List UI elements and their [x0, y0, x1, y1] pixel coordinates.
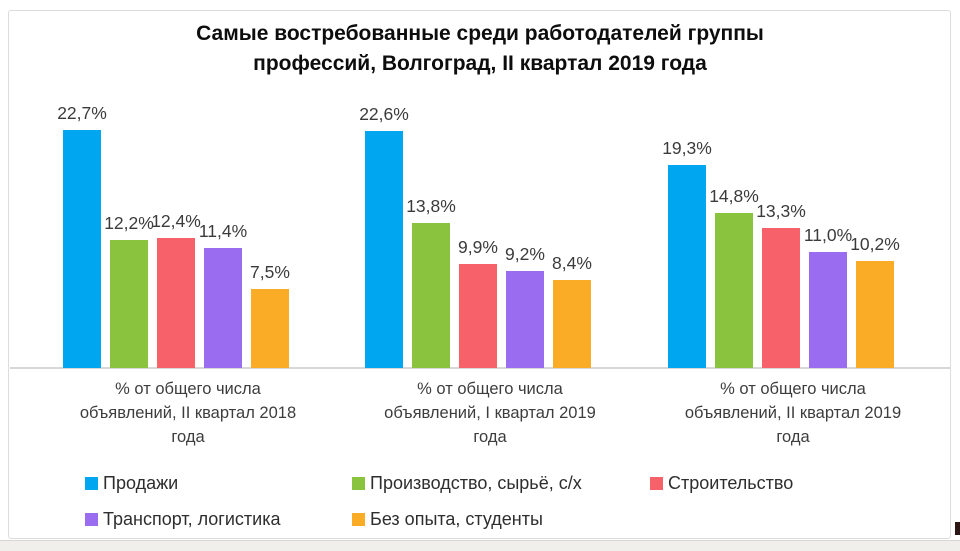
value-label-no-experience-students-group1: 7,5%	[250, 262, 290, 282]
value-label-no-experience-students-group2: 8,4%	[552, 253, 592, 273]
value-label-no-experience-students-group3: 10,2%	[850, 234, 900, 254]
bar-construction-group1	[157, 238, 195, 368]
bar-sales-group1	[63, 130, 101, 368]
bar-production-raw-agro-group2	[412, 223, 450, 368]
chart-title: Самые востребованные среди работодателей…	[196, 22, 764, 75]
value-label-construction-group3: 13,3%	[756, 201, 806, 221]
value-label-transport-logistics-group1: 11,4%	[198, 221, 248, 241]
value-label-production-raw-agro-group3: 14,8%	[709, 186, 759, 206]
value-label-sales-group2: 22,6%	[359, 104, 409, 124]
value-label-sales-group1: 22,7%	[57, 103, 107, 123]
bar-transport-logistics-group1	[204, 248, 242, 368]
legend-marker-no-experience-students	[352, 513, 365, 526]
category-label-group1: % от общего числа объявлений, II квартал…	[79, 380, 297, 446]
legend-marker-production-raw-agro	[352, 477, 365, 490]
value-label-construction-group1: 12,4%	[151, 211, 201, 231]
bar-no-experience-students-group1	[251, 289, 289, 368]
legend-label-production-raw-agro: Производство, сырьё, с/х	[370, 473, 582, 493]
value-label-production-raw-agro-group1: 12,2%	[104, 213, 154, 233]
value-label-sales-group3: 19,3%	[662, 138, 712, 158]
x-axis-line	[10, 367, 950, 369]
bar-no-experience-students-group2	[553, 280, 591, 368]
legend-label-construction: Строительство	[668, 473, 794, 493]
legend-label-sales: Продажи	[103, 473, 179, 493]
legend-label-no-experience-students: Без опыта, студенты	[370, 509, 543, 529]
value-label-production-raw-agro-group2: 13,8%	[406, 196, 456, 216]
bottom-strip	[0, 540, 960, 551]
bar-sales-group3	[668, 165, 706, 368]
category-label-group3: % от общего числа объявлений, II квартал…	[684, 380, 902, 446]
legend-marker-construction	[650, 477, 663, 490]
category-label-group2: % от общего числа объявлений, I квартал …	[384, 380, 596, 446]
legend-marker-sales	[85, 477, 98, 490]
legend-marker-transport-logistics	[85, 513, 98, 526]
value-label-transport-logistics-group2: 9,2%	[505, 244, 545, 264]
bar-sales-group2	[365, 131, 403, 368]
value-label-transport-logistics-group3: 11,0%	[803, 225, 853, 245]
bar-transport-logistics-group3	[809, 252, 847, 368]
bar-transport-logistics-group2	[506, 271, 544, 368]
legend-label-transport-logistics: Транспорт, логистика	[103, 509, 281, 529]
bar-no-experience-students-group3	[856, 261, 894, 368]
bar-construction-group3	[762, 228, 800, 368]
bar-production-raw-agro-group1	[110, 240, 148, 368]
value-label-construction-group2: 9,9%	[458, 237, 498, 257]
edge-artifact	[955, 522, 960, 535]
bar-production-raw-agro-group3	[715, 213, 753, 368]
bar-construction-group2	[459, 264, 497, 368]
